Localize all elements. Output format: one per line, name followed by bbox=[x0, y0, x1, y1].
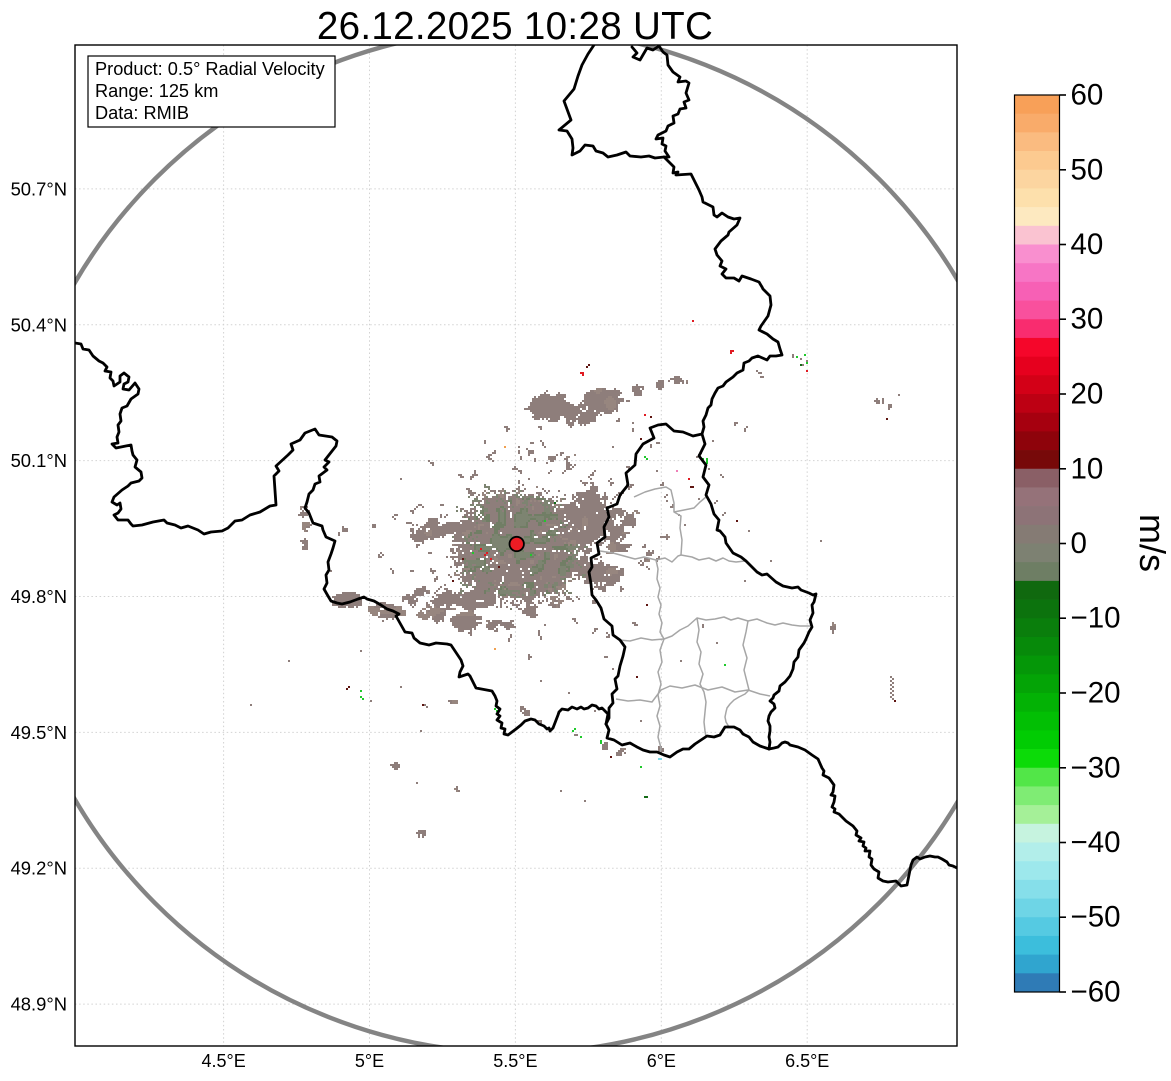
svg-text:−40: −40 bbox=[1071, 826, 1121, 859]
svg-text:6.5°E: 6.5°E bbox=[785, 1051, 829, 1071]
svg-text:30: 30 bbox=[1071, 303, 1104, 336]
svg-text:−20: −20 bbox=[1071, 677, 1121, 710]
svg-text:50: 50 bbox=[1071, 153, 1104, 186]
svg-text:6°E: 6°E bbox=[647, 1051, 676, 1071]
svg-text:49.2°N: 49.2°N bbox=[11, 858, 67, 879]
svg-text:48.9°N: 48.9°N bbox=[11, 994, 67, 1015]
svg-text:60: 60 bbox=[1071, 79, 1104, 112]
svg-text:50.4°N: 50.4°N bbox=[11, 314, 67, 335]
svg-text:50.7°N: 50.7°N bbox=[11, 178, 67, 199]
svg-text:−10: −10 bbox=[1071, 602, 1121, 635]
svg-text:m/s: m/s bbox=[1132, 514, 1171, 572]
svg-text:Range: 125 km: Range: 125 km bbox=[95, 81, 218, 101]
svg-text:20: 20 bbox=[1071, 378, 1104, 411]
svg-text:Data: RMIB: Data: RMIB bbox=[95, 103, 189, 123]
svg-text:0: 0 bbox=[1071, 527, 1087, 560]
svg-text:4.5°E: 4.5°E bbox=[201, 1051, 245, 1071]
svg-text:5.5°E: 5.5°E bbox=[493, 1051, 537, 1071]
svg-text:49.5°N: 49.5°N bbox=[11, 722, 67, 743]
svg-text:49.8°N: 49.8°N bbox=[11, 586, 67, 607]
svg-text:−30: −30 bbox=[1071, 751, 1121, 784]
svg-text:26.12.2025 10:28 UTC: 26.12.2025 10:28 UTC bbox=[317, 5, 713, 48]
svg-text:−50: −50 bbox=[1071, 901, 1121, 934]
svg-text:10: 10 bbox=[1071, 452, 1104, 485]
svg-text:Product: 0.5° Radial Velocity: Product: 0.5° Radial Velocity bbox=[95, 59, 326, 79]
svg-text:−60: −60 bbox=[1071, 976, 1121, 1009]
svg-text:5°E: 5°E bbox=[355, 1051, 384, 1071]
svg-text:40: 40 bbox=[1071, 228, 1104, 261]
svg-text:50.1°N: 50.1°N bbox=[11, 450, 67, 471]
